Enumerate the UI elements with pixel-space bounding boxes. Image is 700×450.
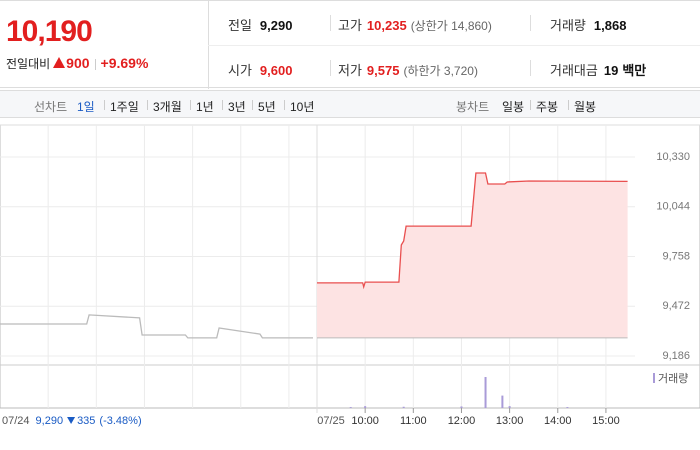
change-value: 900 <box>66 55 90 71</box>
volume-legend: 거래량 <box>658 372 688 385</box>
volume-legend-icon <box>653 373 655 383</box>
stat: 시가 9,600 <box>228 60 292 79</box>
volume-bar <box>460 406 463 408</box>
area <box>317 173 628 338</box>
price: 10,190 <box>6 15 93 48</box>
change-pct: +9.69% <box>100 55 149 71</box>
y-tick-label: 9,186 <box>662 350 690 362</box>
x-tick-label: 11:00 <box>400 415 427 427</box>
stat-label: 거래량 <box>550 18 586 33</box>
prev-info-item: 07/24 <box>2 415 30 427</box>
stat-unit: 백만 <box>622 63 647 78</box>
period-tab[interactable]: 1일 <box>77 100 95 114</box>
period-tab[interactable]: 5년 <box>258 100 276 114</box>
volume-bar <box>484 377 487 408</box>
price-line <box>0 314 313 339</box>
header: 10,190 전일대비 900 +9.69% 전일 9,290 고가 10,235 (상한… <box>0 0 700 89</box>
volume-bar <box>501 395 504 408</box>
volume-bar <box>508 406 511 408</box>
period-tab[interactable]: 3년 <box>228 100 246 114</box>
chart: 9,186 9,472 9,758 10,044 10,330 10:00 11:00 12:… <box>0 124 700 427</box>
stat-value: 1,868 <box>593 18 627 33</box>
y-tick-label: 10,044 <box>656 201 690 213</box>
candle-tab[interactable]: 일봉 <box>502 100 525 114</box>
stat-note: (하한가 3,720) <box>403 64 478 78</box>
prev-info: 07/24 9,290 335 (-3.48%) <box>2 415 142 427</box>
stat-value: 19 <box>603 63 619 78</box>
x-tick-label: 15:00 <box>592 415 620 427</box>
prev-info-item: 9,290 <box>36 415 64 427</box>
stat: 저가 9,575 (하한가 3,720) <box>338 60 478 79</box>
stat-value: 9,290 <box>259 18 293 33</box>
stat: 전일 9,290 <box>228 15 292 34</box>
change: 전일대비 900 +9.69% <box>6 55 148 72</box>
stat-label: 고가 <box>338 18 362 33</box>
x-tick-label: 14:00 <box>544 415 572 427</box>
price-line <box>317 172 628 290</box>
period-tab[interactable]: 1주일 <box>110 100 139 114</box>
stat: 거래대금 19 백만 <box>550 60 646 79</box>
period-tab[interactable]: 3개월 <box>153 100 182 114</box>
stat: 고가 10,235 (상한가 14,860) <box>338 15 492 34</box>
stat-value: 9,575 <box>366 63 400 78</box>
prev-info-item: (-3.48%) <box>99 415 141 427</box>
period-tab[interactable]: 1년 <box>196 100 214 114</box>
stat-label: 거래대금 <box>550 63 598 78</box>
y-tick-label: 9,758 <box>662 250 690 262</box>
x-tick-label: 12:00 <box>448 415 476 427</box>
period-tab[interactable]: 10년 <box>290 100 315 114</box>
volume-bar <box>566 407 569 408</box>
stat-label: 저가 <box>338 63 362 78</box>
y-tick-label: 9,472 <box>662 300 690 312</box>
up-icon <box>53 57 66 68</box>
x-tick-label: 13:00 <box>496 415 524 427</box>
prev-info-item: 335 <box>77 415 95 427</box>
stat-label: 시가 <box>228 63 252 78</box>
volume-bar <box>364 406 367 408</box>
candle-tab[interactable]: 월봉 <box>574 100 597 114</box>
line-chart-label: 선차트 <box>34 100 68 114</box>
change-label: 전일대비 <box>6 57 51 71</box>
x-tick-label: 10:00 <box>351 415 379 427</box>
y-tick-label: 10,330 <box>656 151 690 163</box>
stat: 거래량 1,868 <box>550 15 626 34</box>
down-icon <box>67 417 76 424</box>
candle-chart-label: 봉차트 <box>456 100 490 114</box>
date-label: 07/25 <box>317 415 345 427</box>
tab-bar: 선차트 1일 1주일 3개월 1년 3년 5년 10년 봉차트 일봉 주봉 월봉 <box>0 90 700 118</box>
stat-note: (상한가 14,860) <box>410 19 492 33</box>
volume-bar <box>349 407 352 408</box>
candle-tab[interactable]: 주봉 <box>536 100 559 114</box>
stat-value: 10,235 <box>366 18 407 33</box>
stat-label: 전일 <box>228 18 252 33</box>
volume-bar <box>402 406 405 408</box>
stat-value: 9,600 <box>259 63 293 78</box>
